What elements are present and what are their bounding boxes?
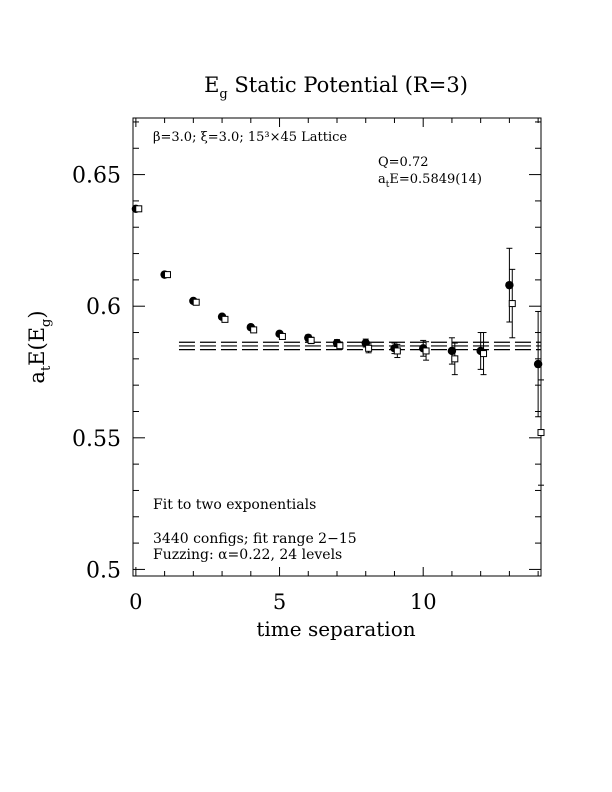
chart-title: Eg Static Potential (R=3) [204,73,468,102]
data-point-square [451,355,459,363]
energy-main: a [378,172,386,187]
data-point-square [365,344,373,352]
x-tick-label: 10 [410,590,437,614]
q-annotation: Q=0.72 [378,155,429,170]
title-sub: g [219,87,227,102]
fit-band [178,341,541,351]
ylabel-main: a [25,371,49,384]
ylabel-mid: E(E [25,327,49,366]
data-point-square [278,332,286,340]
data-point-circle [533,359,543,369]
ylabel-sub1: t [39,365,54,371]
data-point-square [393,347,401,355]
ticks-layer: 0 5 10 0.5 0.55 0.6 0.65 [72,118,541,614]
y-tick-label: 0.65 [72,164,121,189]
energy-rest: E=0.5849(14) [389,172,482,187]
lattice-annotation: β=3.0; ξ=3.0; 15³×45 Lattice [153,130,347,145]
energy-sub: t [386,180,390,190]
title-main: E [204,73,219,97]
configs-annotation: 3440 configs; fit range 2−15 [153,531,357,547]
data-point-square [480,350,488,358]
data-point-square [192,298,200,306]
data-point-square [508,300,516,308]
x-tick-label: 0 [129,590,142,614]
data-point-square [221,315,229,323]
y-axis-label: atE(Eg) [25,310,54,383]
title-rest: Static Potential (R=3) [228,73,468,97]
energy-annotation: atE=0.5849(14) [378,172,482,190]
data-point-circle [505,280,514,290]
data-point-square [336,342,344,350]
fuzzing-annotation: Fuzzing: α=0.22, 24 levels [153,547,342,563]
y-tick-label: 0.6 [86,295,121,320]
fit-annotation: Fit to two exponentials [153,497,316,513]
ylabel-sub2: g [39,319,54,327]
data-point-square [250,326,258,334]
data-point-square [163,271,171,279]
data-point-square [307,336,315,344]
data-point-square [135,205,143,213]
data-layer [131,204,545,486]
x-axis-label: time separation [256,617,415,641]
data-point-circle [447,346,457,356]
data-point-square [422,347,430,355]
y-tick-label: 0.5 [86,558,121,583]
x-tick-label: 5 [273,590,286,614]
y-tick-label: 0.55 [72,427,121,452]
data-point-square [537,429,545,437]
ylabel-end: ) [25,310,49,318]
